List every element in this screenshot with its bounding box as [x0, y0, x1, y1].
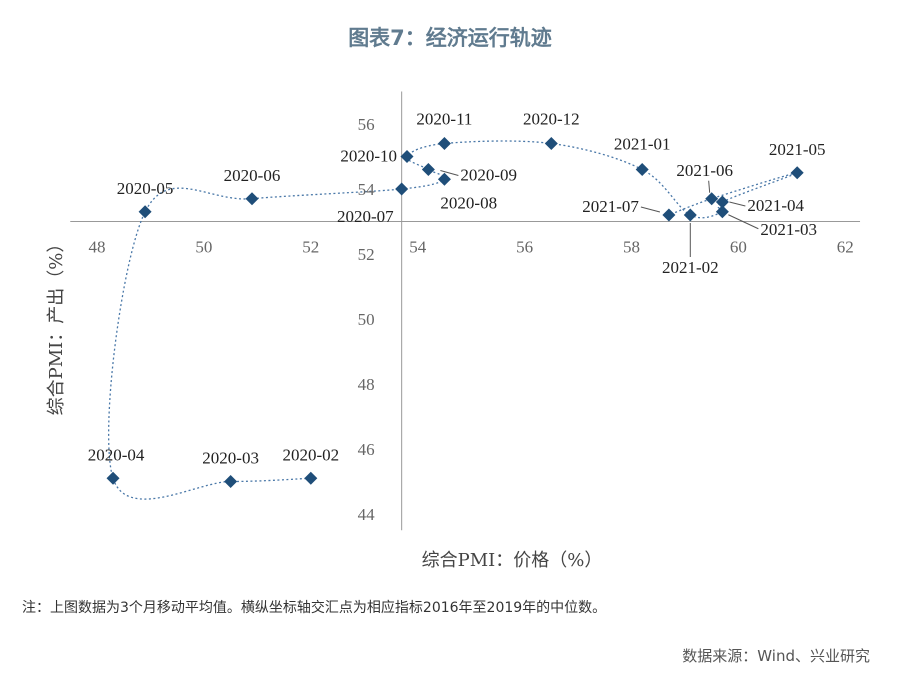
chart-title: 图表7：经济运行轨迹: [348, 26, 552, 50]
axes: [70, 91, 861, 531]
label-leader-line: [729, 201, 746, 207]
point-label: 2020-11: [416, 110, 472, 129]
y-axis-title: 综合PMI：产出（%）: [46, 235, 67, 416]
tick-labels: 48 50 52 54 56 58 60 62 44 46 48 50 52 54 56: [89, 115, 854, 524]
point-label: 2020-02: [282, 445, 339, 464]
point-label: 2021-05: [769, 140, 826, 159]
point-label: 2021-03: [760, 220, 817, 239]
y-tick-label: 46: [358, 440, 375, 459]
data-point-marker: [437, 137, 451, 150]
point-label: 2021-02: [662, 258, 719, 277]
axis-titles: 综合PMI：价格（%） 综合PMI：产出（%）: [46, 235, 602, 571]
data-point-marker: [662, 208, 676, 222]
y-tick-label: 48: [358, 375, 375, 394]
y-tick-label: 56: [358, 115, 375, 134]
y-tick-label: 50: [358, 310, 375, 329]
x-tick-label: 50: [195, 238, 212, 257]
point-label: 2020-03: [202, 449, 259, 468]
y-tick-label: 52: [358, 245, 375, 264]
data-point-marker: [790, 166, 804, 180]
x-tick-label: 54: [409, 238, 427, 257]
label-leader-line: [708, 180, 711, 193]
x-tick-label: 56: [516, 238, 533, 257]
data-point-marker: [544, 137, 558, 150]
point-label: 2020-04: [88, 445, 145, 464]
chart-note: 注：上图数据为3个月移动平均值。横纵坐标轴交汇点为相应指标2016年至2019年…: [22, 600, 607, 616]
data-point-marker: [304, 471, 318, 485]
x-tick-label: 62: [837, 238, 854, 257]
data-point-marker: [400, 150, 414, 163]
point-label: 2020-05: [117, 179, 174, 198]
data-point-marker: [224, 475, 238, 488]
point-labels: 2020-02 2020-03 2020-04 2020-05 2020-06 2020-…: [88, 110, 826, 468]
x-tick-label: 60: [730, 238, 747, 257]
data-point-marker: [635, 163, 649, 176]
y-tick-label: 44: [358, 505, 376, 524]
x-tick-label: 48: [89, 238, 106, 257]
data-point-marker: [705, 192, 719, 206]
point-label: 2020-10: [340, 147, 397, 166]
point-label: 2021-06: [676, 161, 733, 180]
trajectory-path: [108, 140, 798, 500]
label-leader-line: [440, 170, 459, 176]
y-tick-label: 54: [358, 180, 376, 199]
point-label: 2020-08: [440, 193, 497, 212]
label-leader-lines: [400, 156, 759, 257]
data-point-marker: [715, 195, 729, 209]
point-label: 2020-07: [337, 207, 394, 226]
label-leader-line: [728, 214, 759, 230]
trajectory-line: [108, 140, 798, 500]
x-tick-label: 58: [623, 238, 640, 257]
data-point-marker: [395, 182, 409, 196]
data-point-marker: [106, 471, 120, 485]
point-label: 2021-01: [614, 135, 671, 154]
data-point-marker: [138, 205, 152, 219]
label-leader-line: [640, 206, 661, 213]
x-tick-label: 52: [302, 238, 319, 257]
data-point-marker: [421, 163, 435, 176]
data-point-marker: [245, 192, 259, 206]
data-source: 数据来源：Wind、兴业研究: [682, 647, 870, 665]
point-label: 2020-12: [523, 110, 580, 129]
data-point-marker: [437, 172, 451, 186]
x-axis-title: 综合PMI：价格（%）: [422, 550, 603, 571]
data-markers: [106, 137, 804, 488]
data-point-marker: [715, 205, 729, 219]
point-label: 2021-07: [582, 197, 639, 216]
point-label: 2021-04: [747, 196, 804, 215]
point-label: 2020-09: [460, 166, 517, 185]
data-point-marker: [683, 208, 697, 222]
point-label: 2020-06: [224, 166, 281, 185]
